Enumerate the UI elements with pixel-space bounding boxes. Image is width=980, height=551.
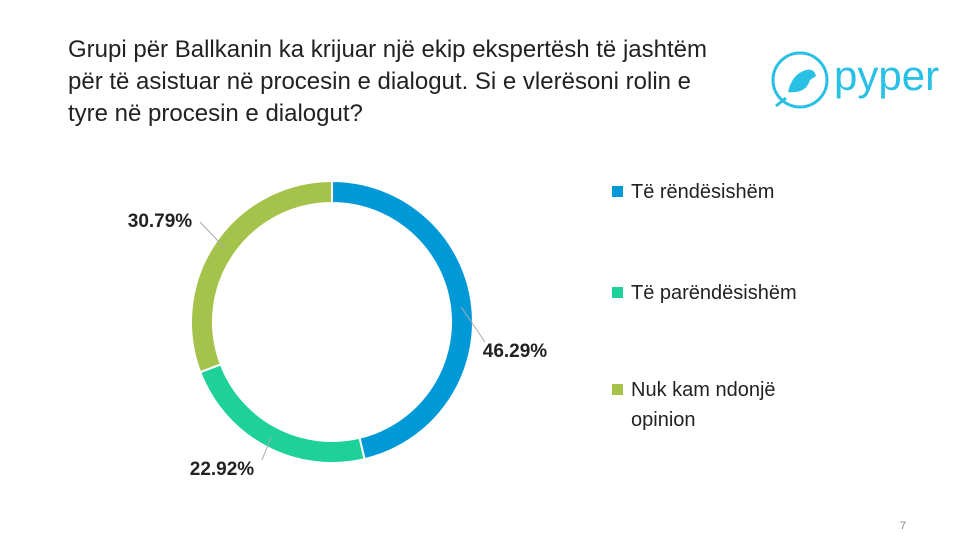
legend-item: Nuk kam ndonjë opinion: [612, 375, 822, 435]
legend-label: Të parëndësishëm: [631, 282, 797, 304]
data-label: 22.92%: [190, 459, 255, 480]
legend-swatch: [612, 287, 623, 298]
donut-slice: [331, 179, 474, 461]
donut-slice: [198, 363, 366, 464]
leader-line: [199, 221, 226, 249]
logo: pyper: [834, 52, 940, 99]
chart-title: Grupi për Ballkanin ka krijuar një ekip …: [68, 36, 707, 127]
legend-swatch: [612, 186, 623, 197]
leader-line: [261, 436, 272, 461]
leader-line: [460, 306, 486, 343]
legend-item: Të rëndësishëm: [612, 177, 822, 207]
legend-swatch: [612, 384, 623, 395]
data-label: 30.79%: [128, 211, 193, 232]
legend-label: Nuk kam ndonjë opinion: [631, 379, 776, 431]
page-number: 7: [900, 520, 907, 532]
logo-icon: [771, 51, 829, 109]
legend-label: Të rëndësishëm: [631, 181, 775, 203]
legend-item: Të parëndësishëm: [612, 278, 822, 308]
donut-slice: [190, 179, 333, 374]
data-label: 46.29%: [483, 341, 548, 362]
